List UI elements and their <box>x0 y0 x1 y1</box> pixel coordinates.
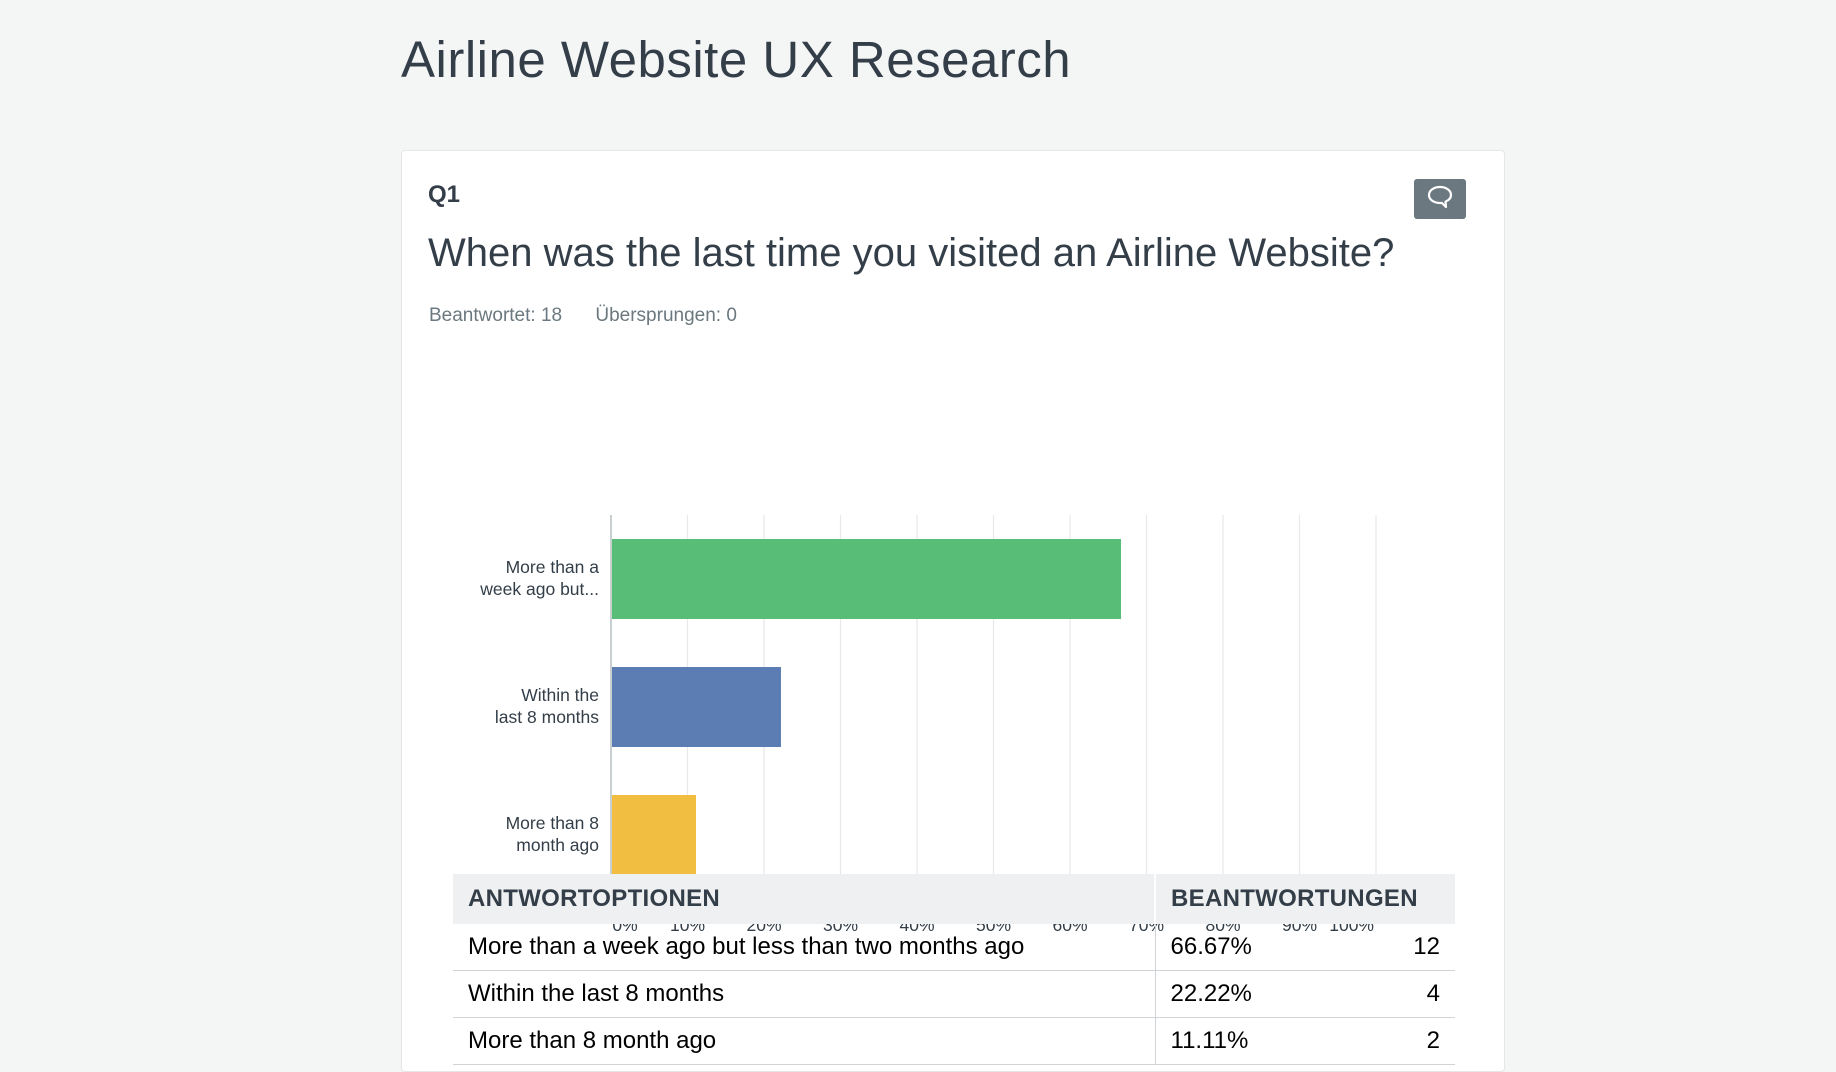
y-tick-label: More than 8 <box>506 813 599 833</box>
bar <box>612 539 1122 619</box>
y-tick-label: week ago but... <box>479 579 599 599</box>
row-percent: 22.22% <box>1154 970 1355 1018</box>
y-tick-label: More than a <box>506 557 600 577</box>
row-option: More than 8 month ago <box>453 1017 1155 1065</box>
results-table: ANTWORTOPTIONEN BEANTWORTUNGEN More than… <box>453 874 1455 1065</box>
comment-button[interactable] <box>1414 179 1466 219</box>
table-row: More than 8 month ago 11.11% 2 <box>453 1017 1455 1065</box>
question-card: Q1 When was the last time you visited an… <box>401 150 1505 1072</box>
speech-bubble-icon <box>1427 185 1453 214</box>
bar <box>612 667 781 747</box>
table-row: More than a week ago but less than two m… <box>453 924 1455 971</box>
row-count: 12 <box>1354 924 1455 971</box>
page-title: Airline Website UX Research <box>401 31 1072 88</box>
question-text: When was the last time you visited an Ai… <box>428 231 1395 275</box>
table-header-row: ANTWORTOPTIONEN BEANTWORTUNGEN <box>453 874 1455 924</box>
table-row: Within the last 8 months 22.22% 4 <box>453 970 1455 1018</box>
row-percent: 66.67% <box>1154 924 1355 971</box>
row-count: 4 <box>1354 970 1455 1018</box>
bar <box>612 795 696 875</box>
response-stats: Beantwortet: 18 Übersprungen: 0 <box>429 305 737 327</box>
header-options: ANTWORTOPTIONEN <box>453 874 1156 924</box>
y-tick-label: last 8 months <box>495 707 599 727</box>
header-responses: BEANTWORTUNGEN <box>1155 874 1455 924</box>
row-percent: 11.11% <box>1154 1017 1355 1065</box>
row-count: 2 <box>1354 1017 1455 1065</box>
answered-count: Beantwortet: 18 <box>429 305 563 326</box>
y-tick-label: month ago <box>516 835 599 855</box>
row-option: Within the last 8 months <box>453 970 1155 1018</box>
skipped-count: Übersprungen: 0 <box>595 305 737 326</box>
question-number: Q1 <box>428 181 461 208</box>
y-tick-label: Within the <box>521 685 599 705</box>
row-option: More than a week ago but less than two m… <box>453 924 1155 971</box>
